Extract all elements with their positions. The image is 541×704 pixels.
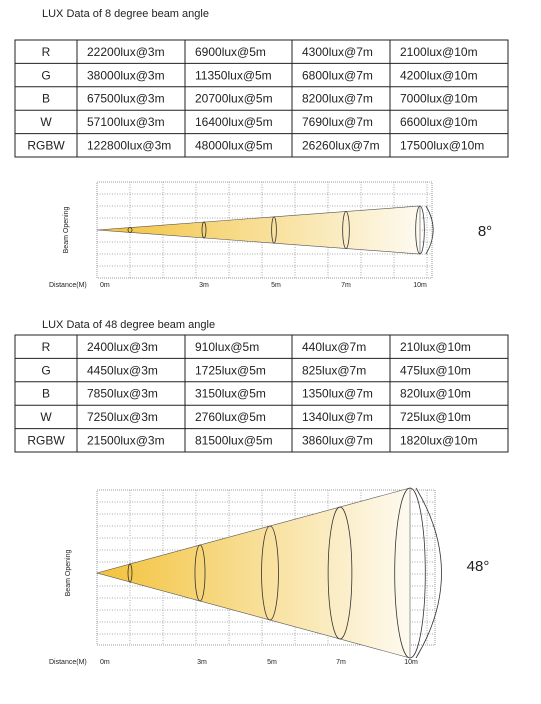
section-title: LUX Data of 48 degree beam angle (42, 319, 215, 331)
distance-label: 3m (199, 282, 209, 289)
table-cell: 22200lux@3m (87, 45, 165, 59)
table-cell: 1725lux@5m (195, 363, 266, 377)
distance-label: 3m (197, 659, 207, 666)
angle-arc (415, 487, 442, 659)
distance-label: 7m (336, 659, 346, 666)
x-axis-label: Distance(M) (49, 282, 87, 289)
table-cell: 11350lux@5m (195, 68, 272, 82)
beam-section (127, 563, 133, 583)
table-cell: 1340lux@7m (302, 410, 373, 424)
beam-section (394, 487, 426, 659)
table-border (14, 39, 509, 158)
distance-label: 7m (341, 282, 351, 289)
beam-section (271, 216, 277, 244)
table-cell: G (41, 363, 50, 377)
table-cell: 8200lux@7m (302, 92, 373, 106)
table-cell: 17500lux@10m (400, 138, 484, 152)
beam-section (201, 221, 207, 239)
table-cell: 2100lux@10m (400, 45, 478, 59)
table-cell: 67500lux@3m (87, 92, 165, 106)
table-cell: 57100lux@3m (87, 115, 165, 129)
distance-label: 0m (100, 659, 110, 666)
table-cell: R (42, 45, 51, 59)
table-cell: 440lux@7m (302, 340, 366, 354)
y-axis-label: Beam Opening (63, 207, 70, 254)
table-cell: 820lux@10m (400, 387, 471, 401)
beam-section (194, 544, 206, 602)
table-cell: 475lux@10m (400, 363, 471, 377)
table-cell: 122800lux@3m (87, 138, 171, 152)
table-cell: 7850lux@3m (87, 387, 158, 401)
table-cell: W (40, 410, 52, 424)
table-cell: 7250lux@3m (87, 410, 158, 424)
table-cell: 2760lux@5m (195, 410, 266, 424)
table-cell: G (41, 68, 50, 82)
table-cell: W (40, 115, 52, 129)
table-cell: 4200lux@10m (400, 68, 478, 82)
beam-section (127, 227, 133, 233)
table-cell: R (42, 340, 51, 354)
table-cell: 26260lux@7m (302, 138, 380, 152)
distance-label: 5m (267, 659, 277, 666)
beam-section (261, 525, 279, 621)
table-cell: B (42, 387, 50, 401)
table-border (14, 334, 509, 453)
beam-section (415, 205, 425, 255)
distance-label: 10m (413, 282, 427, 289)
table-cell: 3150lux@5m (195, 387, 266, 401)
beam (96, 205, 421, 255)
table-cell: 825lux@7m (302, 363, 366, 377)
distance-label: 5m (271, 282, 281, 289)
table-cell: 3860lux@7m (302, 433, 373, 447)
table-cell: RGBW (27, 138, 65, 152)
table-cell: 48000lux@5m (195, 138, 273, 152)
section-title: LUX Data of 8 degree beam angle (42, 8, 209, 20)
table-cell: 38000lux@3m (87, 68, 165, 82)
table-cell: 210lux@10m (400, 340, 471, 354)
table-cell: 6900lux@5m (195, 45, 266, 59)
x-axis-label: Distance(M) (49, 659, 87, 666)
table-cell: 1350lux@7m (302, 387, 373, 401)
diagram-frame (96, 489, 436, 646)
table-cell: RGBW (27, 433, 65, 447)
beam-section (342, 211, 350, 249)
beam-section (327, 506, 353, 640)
angle-label: 48° (467, 558, 490, 575)
table-cell: 20700lux@5m (195, 92, 273, 106)
table-cell: 725lux@10m (400, 410, 471, 424)
distance-label: 10m (404, 659, 418, 666)
y-axis-label: Beam Opening (65, 550, 72, 597)
table-cell: 4300lux@7m (302, 45, 373, 59)
beam (95, 487, 411, 659)
angle-label: 8° (478, 223, 492, 240)
table-cell: 910lux@5m (195, 340, 259, 354)
table-cell: 6800lux@7m (302, 68, 373, 82)
table-cell: 21500lux@3m (87, 433, 165, 447)
table-cell: 7000lux@10m (400, 92, 478, 106)
distance-label: 0m (100, 282, 110, 289)
table-cell: 2400lux@3m (87, 340, 158, 354)
table-cell: 6600lux@10m (400, 115, 478, 129)
table-cell: B (42, 92, 50, 106)
table-cell: 1820lux@10m (400, 433, 478, 447)
table-cell: 4450lux@3m (87, 363, 158, 377)
table-cell: 16400lux@5m (195, 115, 273, 129)
angle-arc (425, 205, 434, 255)
table-cell: 7690lux@7m (302, 115, 373, 129)
table-cell: 81500lux@5m (195, 433, 273, 447)
